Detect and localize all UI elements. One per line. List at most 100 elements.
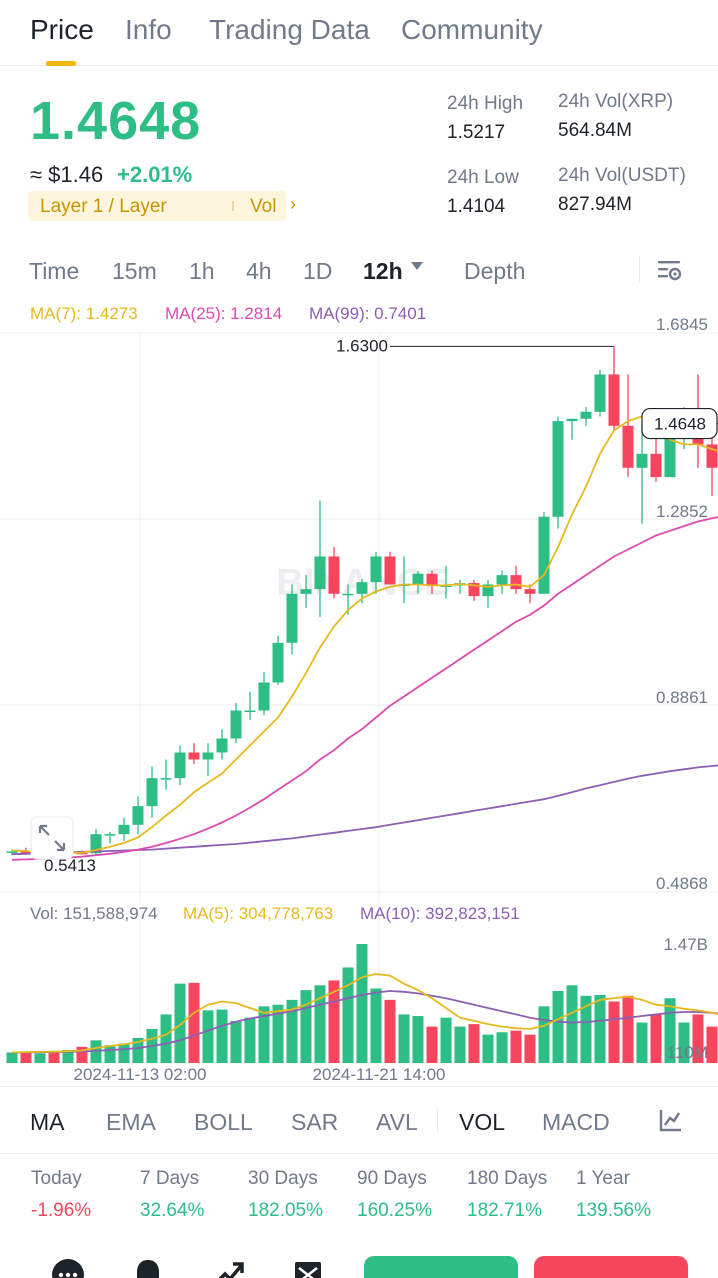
- tag-separator: [232, 201, 234, 211]
- active-tab-indicator: [46, 61, 76, 66]
- volume-bar: [76, 1046, 88, 1063]
- volume-bar: [286, 999, 298, 1063]
- chevron-down-icon[interactable]: [411, 262, 423, 270]
- category-tag-label: Layer 1 / Layer: [40, 196, 167, 217]
- volume-bar: [594, 995, 606, 1063]
- candle-body: [300, 589, 312, 594]
- vol-xrp-label: 24h Vol(XRP): [558, 91, 674, 112]
- candle-body: [104, 834, 116, 836]
- candle-body: [90, 834, 102, 854]
- volume-bar: [370, 988, 382, 1063]
- grid-trading-icon[interactable]: [291, 1258, 325, 1278]
- chevron-right-icon: ›: [290, 194, 296, 214]
- indicator-vol[interactable]: VOL: [459, 1109, 506, 1135]
- interval-depth[interactable]: Depth: [464, 258, 526, 284]
- candle-body: [510, 575, 522, 590]
- tab-price[interactable]: Price: [30, 14, 94, 45]
- indicator-ma[interactable]: MA: [30, 1109, 65, 1135]
- ma7-line: [11, 415, 718, 854]
- candle-body: [314, 556, 326, 590]
- x-axis-tick: 2024-11-21 14:00: [313, 1065, 446, 1084]
- candle-body: [230, 710, 242, 739]
- perf-label-today: Today: [31, 1168, 82, 1189]
- perf-label-1y: 1 Year: [576, 1168, 630, 1189]
- tab-trading-data[interactable]: Trading Data: [209, 14, 370, 45]
- candle-body: [608, 374, 620, 426]
- tab-community[interactable]: Community: [401, 14, 543, 45]
- perf-value-7d: 32.64%: [140, 1200, 205, 1221]
- candle-body: [146, 778, 158, 807]
- trade-icon[interactable]: [211, 1258, 245, 1278]
- volume-bar: [510, 1030, 522, 1063]
- volume-bar: [622, 995, 634, 1063]
- indicator-ema[interactable]: EMA: [106, 1109, 156, 1135]
- volume-bar: [524, 1034, 536, 1063]
- indicator-macd[interactable]: MACD: [542, 1109, 610, 1135]
- candle-body: [622, 425, 634, 468]
- volume-bar: [538, 1006, 550, 1063]
- volume-bar: [174, 983, 186, 1063]
- volume-bar: [300, 990, 312, 1063]
- volume-bar: [356, 944, 368, 1063]
- volume-bar: [202, 1010, 214, 1063]
- indicator-sar[interactable]: SAR: [291, 1109, 339, 1135]
- max-price-label: 1.6300: [336, 336, 388, 355]
- volume-bar: [664, 998, 676, 1063]
- interval-1d[interactable]: 1D: [303, 258, 333, 284]
- perf-value-today: -1.96%: [31, 1200, 92, 1221]
- volume-ma5-legend: MA(5): 304,778,763: [183, 904, 334, 923]
- candle-body: [538, 516, 550, 594]
- candle-body: [636, 453, 648, 468]
- candle-body: [272, 642, 284, 683]
- interval-1h[interactable]: 1h: [189, 258, 215, 284]
- volume-bar: [482, 1034, 494, 1063]
- candle-body: [160, 778, 172, 780]
- volume-bar: [440, 1017, 452, 1063]
- alert-icon[interactable]: [131, 1258, 165, 1278]
- volume-bar: [314, 985, 326, 1063]
- expand-icon: [38, 824, 66, 852]
- candle-body: [258, 682, 270, 711]
- perf-value-30d: 182.05%: [248, 1200, 324, 1221]
- chart-settings-icon[interactable]: [655, 256, 683, 284]
- candle-body: [650, 453, 662, 478]
- sell-button[interactable]: [534, 1256, 688, 1278]
- candle-body: [482, 584, 494, 597]
- tab-info[interactable]: Info: [125, 14, 172, 45]
- interval-15m[interactable]: 15m: [112, 258, 157, 284]
- candlestick-chart[interactable]: BINANCE1.68451.28520.88610.48681.63000.5…: [0, 298, 718, 1088]
- volume-bar: [104, 1045, 116, 1063]
- volume-bar: [384, 999, 396, 1063]
- vol-usdt-value: 827.94M: [558, 194, 632, 215]
- volume-bar: [454, 1026, 466, 1063]
- interval-time[interactable]: Time: [29, 258, 80, 284]
- price-change-percent: +2.01%: [117, 162, 193, 187]
- candle-body: [188, 752, 200, 760]
- indicator-boll[interactable]: BOLL: [194, 1109, 253, 1135]
- price-axis-tick: 1.2852: [656, 502, 708, 521]
- more-icon[interactable]: [51, 1258, 85, 1278]
- indicator-divider: [437, 1109, 438, 1133]
- volume-axis-tick: 1.47B: [664, 935, 708, 954]
- low-label: 24h Low: [447, 167, 519, 188]
- indicator-avl[interactable]: AVL: [376, 1109, 418, 1135]
- ma7-legend: MA(7): 1.4273: [30, 304, 138, 323]
- ma99-legend: MA(99): 0.7401: [309, 304, 427, 323]
- volume-bar: [468, 1024, 480, 1063]
- volume-bar: [34, 1053, 46, 1063]
- volume-bar: [216, 1009, 228, 1063]
- interval-4h[interactable]: 4h: [246, 258, 272, 284]
- category-tag[interactable]: Layer 1 / Layer Vol ›: [28, 191, 296, 221]
- volume-axis-tick: 110M: [667, 1043, 708, 1062]
- candle-body: [370, 556, 382, 583]
- volume-bar: [132, 1037, 144, 1063]
- buy-button[interactable]: [364, 1256, 518, 1278]
- indicator-settings-icon[interactable]: [658, 1107, 684, 1133]
- price-axis-tick: 0.4868: [656, 874, 708, 893]
- candle-body: [244, 710, 256, 712]
- volume-bar: [20, 1051, 32, 1063]
- vol-xrp-value: 564.84M: [558, 120, 632, 141]
- candle-body: [524, 589, 536, 594]
- interval-12h[interactable]: 12h: [363, 258, 403, 284]
- candle-body: [328, 556, 340, 594]
